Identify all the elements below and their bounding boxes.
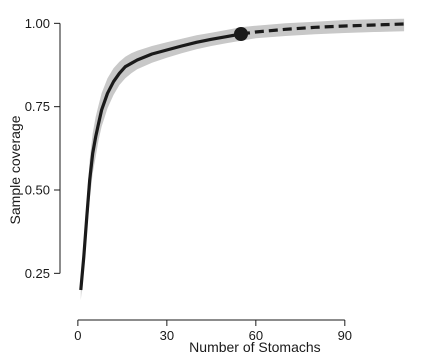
y-ticks: 0.25 0.50 0.75 1.00 <box>25 16 60 281</box>
interpolation-line <box>79 32 242 291</box>
axes-layer <box>59 23 345 321</box>
x-tick-label: 60 <box>249 328 263 343</box>
y-tick-label: 0.50 <box>25 183 50 198</box>
x-ticks: 0 30 60 90 <box>74 320 352 343</box>
extrapolation-line <box>240 22 405 36</box>
x-tick-label: 0 <box>74 328 81 343</box>
confidence-band-layer <box>80 18 405 300</box>
confidence-band <box>80 18 405 300</box>
x-tick-label: 30 <box>160 328 174 343</box>
y-tick-label: 0.75 <box>25 99 50 114</box>
marker-layer <box>234 27 248 41</box>
y-axis-title: Sample coverage <box>7 115 23 224</box>
series-layer <box>79 22 405 291</box>
observed-sample-point <box>234 27 248 41</box>
x-axis-title: Number of Stomachs <box>189 339 321 355</box>
y-tick-label: 0.25 <box>25 266 50 281</box>
y-tick-label: 1.00 <box>25 16 50 31</box>
x-tick-label: 90 <box>338 328 352 343</box>
